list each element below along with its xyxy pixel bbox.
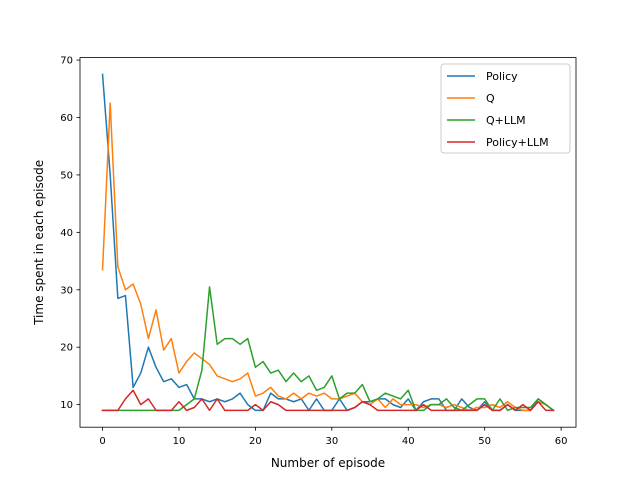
axes — [79, 57, 577, 428]
legend-label: Policy — [486, 70, 518, 83]
x-tick-label: 30 — [325, 436, 338, 447]
x-tick-label: 50 — [478, 436, 491, 447]
y-tick-label: 10 — [60, 400, 73, 411]
x-tick-label: 0 — [99, 436, 105, 447]
y-axis-label: Time spent in each episode — [32, 160, 46, 326]
series-layer — [101, 73, 555, 412]
x-tick-label: 20 — [249, 436, 262, 447]
y-tick-label: 30 — [60, 285, 73, 296]
y-tick-label: 70 — [60, 56, 73, 67]
x-tick-label: 40 — [402, 436, 415, 447]
y-axis-ticks: 10 20 30 40 50 60 70 — [60, 56, 80, 411]
legend: Policy Q Q+LLM Policy+LLM — [440, 63, 571, 154]
legend-label: Q+LLM — [486, 114, 526, 127]
y-tick-label: 20 — [60, 343, 73, 354]
legend-label: Policy+LLM — [486, 136, 549, 149]
series-line-q-llm — [101, 286, 555, 412]
x-tick-label: 10 — [173, 436, 186, 447]
series-line-q — [101, 102, 555, 412]
y-tick-label: 40 — [60, 228, 73, 239]
y-tick-label: 60 — [60, 113, 73, 124]
legend-label: Q — [486, 92, 495, 105]
plot-frame — [79, 57, 577, 428]
series-line-policy-llm — [101, 389, 555, 412]
x-axis-label: Number of episode — [271, 456, 385, 470]
legend-frame — [440, 63, 571, 154]
x-axis-ticks: 0 10 20 30 40 50 60 — [99, 427, 567, 447]
y-tick-label: 50 — [60, 170, 73, 181]
x-tick-label: 60 — [555, 436, 568, 447]
